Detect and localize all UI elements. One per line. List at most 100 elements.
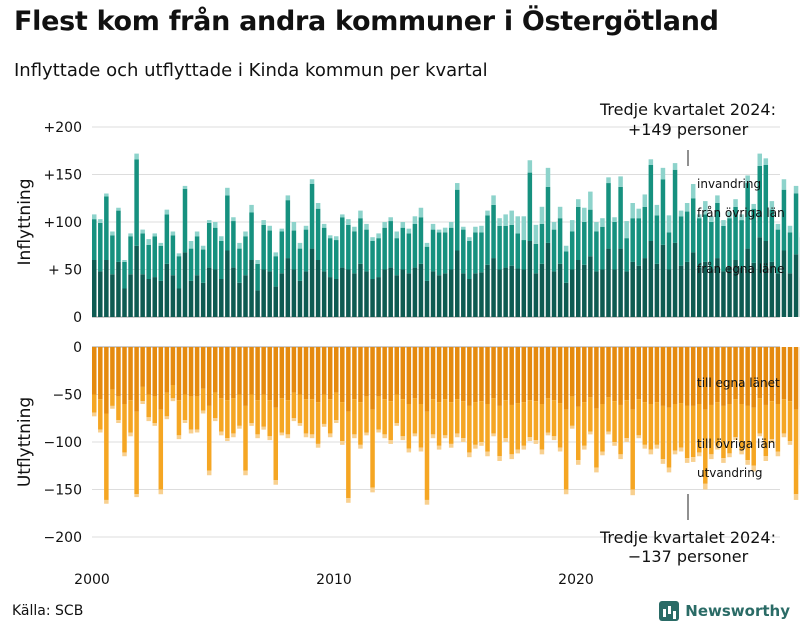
bar-in-same-114	[781, 250, 787, 317]
bar-out-other-33	[291, 392, 297, 419]
bar-out-other-102	[709, 404, 714, 455]
bar-out-intl-19	[206, 470, 212, 476]
bar-in-same-8	[140, 274, 145, 317]
bar-out-intl-56	[430, 434, 436, 439]
bar-in-other-29	[267, 230, 272, 272]
bar-in-intl-112	[769, 201, 775, 210]
bar-out-intl-37	[315, 443, 321, 448]
bar-in-same-2	[104, 260, 109, 317]
bar-in-intl-109	[751, 203, 756, 209]
bar-in-same-50	[394, 275, 399, 317]
bar-out-same-112	[769, 347, 775, 402]
bar-in-same-103	[715, 258, 720, 317]
bar-out-same-56	[430, 347, 436, 400]
bar-out-same-13	[170, 347, 176, 385]
y-tick-in-100: +100	[44, 215, 82, 231]
bar-in-intl-62	[467, 237, 472, 241]
bar-in-other-104	[721, 225, 726, 272]
bar-in-same-83	[594, 271, 599, 317]
bar-in-intl-84	[600, 218, 605, 227]
bar-in-same-61	[461, 273, 466, 317]
source-note: Källa: SCB	[12, 603, 84, 619]
bar-in-same-26	[249, 260, 254, 317]
bar-in-same-47	[376, 277, 381, 317]
bar-out-same-94	[660, 347, 666, 406]
bar-in-other-30	[273, 256, 278, 287]
bar-out-intl-82	[588, 431, 593, 435]
bar-in-other-71	[521, 240, 527, 270]
bar-in-other-84	[600, 226, 605, 270]
bar-in-intl-31	[279, 228, 285, 232]
bar-in-other-114	[781, 189, 787, 251]
bar-out-same-55	[424, 347, 430, 412]
bar-in-same-55	[424, 280, 430, 317]
bar-in-same-63	[473, 273, 478, 317]
bar-in-other-44	[358, 218, 363, 264]
bar-out-other-16	[188, 396, 194, 430]
bar-in-intl-44	[358, 210, 363, 219]
bar-out-intl-34	[297, 423, 303, 426]
bar-in-same-104	[721, 271, 726, 317]
bar-in-other-63	[473, 232, 478, 274]
bar-out-same-15	[182, 347, 188, 395]
bar-out-same-104	[721, 347, 726, 406]
bar-out-intl-39	[327, 433, 333, 438]
bar-in-intl-111	[763, 158, 769, 165]
bar-out-intl-15	[182, 420, 188, 423]
bar-out-other-111	[763, 404, 769, 457]
bar-in-same-0	[92, 260, 97, 317]
bar-in-intl-73	[533, 224, 539, 244]
bar-out-other-69	[509, 404, 514, 455]
bar-out-same-19	[206, 347, 212, 406]
bar-out-other-101	[703, 409, 708, 484]
bar-out-intl-40	[334, 420, 339, 423]
bar-out-same-2	[104, 347, 109, 414]
legend-fran-egna-lane: från egna läne	[697, 262, 784, 276]
bar-out-intl-51	[400, 436, 406, 441]
bar-out-intl-108	[745, 460, 750, 465]
bar-out-other-1	[98, 399, 103, 430]
bar-out-intl-48	[382, 434, 387, 439]
bar-in-same-42	[346, 269, 351, 317]
bar-out-other-66	[491, 398, 496, 434]
bar-out-other-21	[219, 398, 224, 432]
bar-in-intl-113	[775, 223, 781, 230]
bar-in-other-77	[557, 218, 563, 264]
bar-out-same-31	[279, 347, 285, 399]
bar-in-other-59	[448, 227, 454, 270]
bar-out-intl-112	[769, 439, 775, 443]
bar-out-same-110	[757, 347, 762, 399]
bar-in-other-102	[709, 222, 714, 270]
bar-in-other-108	[745, 183, 750, 249]
bar-out-intl-109	[751, 465, 756, 472]
bar-out-same-9	[146, 347, 151, 395]
bar-in-other-81	[582, 222, 587, 265]
bar-out-intl-3	[110, 405, 115, 409]
bar-in-same-57	[436, 275, 442, 317]
bar-out-other-116	[793, 409, 799, 495]
bar-in-intl-68	[503, 214, 508, 226]
bar-out-other-94	[660, 405, 666, 460]
bar-out-other-78	[563, 409, 569, 490]
bar-out-same-58	[442, 347, 448, 400]
bar-in-same-73	[533, 273, 539, 317]
chart-title: Flest kom från andra kommuner i Östergöt…	[14, 6, 719, 37]
bar-out-intl-89	[630, 489, 635, 496]
bar-out-other-86	[612, 401, 617, 442]
bar-out-intl-98	[684, 458, 690, 463]
bar-out-intl-97	[678, 447, 684, 452]
bar-out-intl-64	[479, 442, 484, 446]
bar-in-other-20	[213, 227, 218, 270]
bar-out-intl-24	[237, 425, 242, 429]
bar-in-other-50	[394, 238, 399, 276]
bar-out-intl-87	[618, 454, 623, 460]
bar-out-intl-20	[213, 418, 218, 422]
bar-in-same-87	[618, 248, 623, 317]
bar-out-other-4	[116, 396, 121, 421]
bar-out-intl-32	[285, 434, 291, 439]
bar-out-other-73	[533, 401, 539, 441]
bar-out-intl-60	[455, 433, 460, 438]
bar-out-other-75	[545, 398, 551, 433]
bar-out-intl-66	[491, 433, 496, 437]
bar-out-same-6	[128, 347, 133, 401]
